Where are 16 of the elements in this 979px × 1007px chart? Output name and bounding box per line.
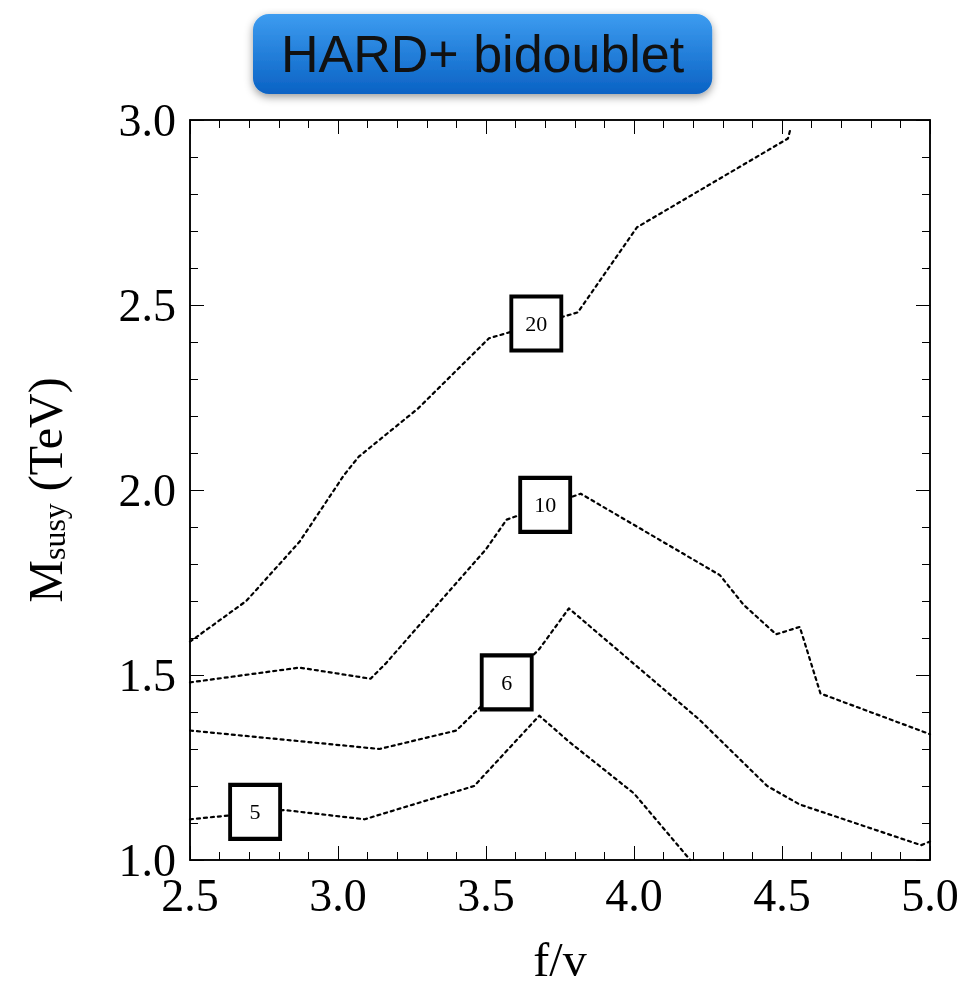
y-tick-label: 2.0 bbox=[118, 464, 176, 516]
y-tick-label: 1.5 bbox=[118, 649, 176, 701]
x-tick-label: 3.0 bbox=[309, 869, 367, 921]
annotation: 20 bbox=[525, 311, 548, 336]
x-tick-label: 4.5 bbox=[753, 869, 811, 921]
annotation: 10 bbox=[534, 492, 557, 518]
annotation: 6 bbox=[501, 669, 513, 695]
chart-title: HARD+ bidoublet bbox=[281, 25, 685, 83]
x-tick-label: 3.5 bbox=[457, 869, 515, 921]
x-axis-title: f/v bbox=[533, 932, 587, 986]
annotation: 5 bbox=[249, 799, 261, 825]
y-axis-title: Msusy (TeV) bbox=[18, 377, 73, 603]
y-tick-label: 3.0 bbox=[118, 94, 176, 146]
x-tick-label: 4.0 bbox=[605, 869, 663, 921]
y-tick-label: 2.5 bbox=[118, 279, 176, 331]
x-tick-label: 5.0 bbox=[901, 869, 959, 921]
